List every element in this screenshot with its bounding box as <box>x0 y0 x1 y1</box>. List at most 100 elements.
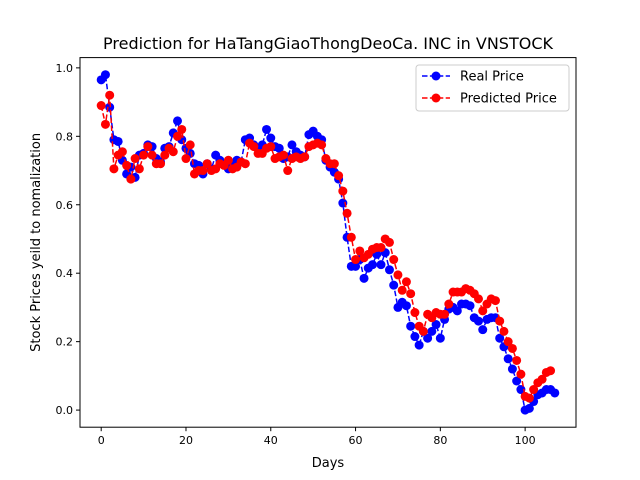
data-point <box>113 136 123 146</box>
data-point <box>100 70 110 80</box>
data-point <box>317 140 327 150</box>
x-axis-label: Days <box>312 456 345 471</box>
data-point <box>376 260 386 270</box>
x-tick-label: 80 <box>433 434 447 447</box>
data-point <box>401 301 411 311</box>
data-point <box>503 354 513 364</box>
data-point <box>177 124 187 134</box>
data-point <box>122 160 132 170</box>
data-point <box>117 147 127 157</box>
data-point <box>440 309 450 319</box>
data-point <box>130 154 140 164</box>
data-point <box>100 119 110 129</box>
data-point <box>423 333 433 343</box>
data-point <box>524 403 534 413</box>
data-point <box>546 366 556 376</box>
data-point <box>384 237 394 247</box>
data-point <box>134 164 144 174</box>
legend-item: Predicted Price <box>422 92 557 107</box>
legend-item: Real Price <box>422 70 524 85</box>
data-point <box>249 142 259 152</box>
data-point <box>105 90 115 100</box>
data-point <box>342 208 352 218</box>
data-point <box>198 166 208 176</box>
data-point <box>334 171 344 181</box>
data-point <box>351 255 361 265</box>
data-point <box>401 277 411 287</box>
data-point <box>126 174 136 184</box>
data-point <box>223 155 233 165</box>
data-point <box>173 131 182 141</box>
data-point <box>495 333 505 343</box>
data-point <box>414 340 424 350</box>
data-point <box>300 152 310 162</box>
data-point <box>240 159 250 169</box>
series-layer <box>96 70 560 415</box>
y-tick-label: 0.4 <box>56 267 74 280</box>
x-axis-ticks: 0 20 40 60 80 100 <box>98 427 536 447</box>
data-point <box>181 154 191 164</box>
data-point <box>287 140 297 150</box>
data-point <box>444 299 454 309</box>
legend-label: Real Price <box>460 70 524 85</box>
data-point <box>283 166 293 176</box>
data-point <box>376 243 386 253</box>
x-tick-label: 20 <box>179 434 193 447</box>
data-point <box>96 101 106 111</box>
y-tick-label: 0.2 <box>56 336 74 349</box>
data-point <box>503 337 513 347</box>
data-point <box>410 308 420 318</box>
y-tick-label: 0.6 <box>56 199 74 212</box>
data-point <box>537 374 547 384</box>
data-point <box>262 124 272 134</box>
legend-box <box>415 64 570 112</box>
data-point <box>160 150 170 160</box>
data-point <box>474 294 483 304</box>
data-point <box>410 332 420 342</box>
data-point <box>143 142 153 152</box>
x-tick-label: 60 <box>349 434 363 447</box>
legend: Real Price Predicted Price <box>415 64 570 112</box>
data-point <box>156 159 166 169</box>
data-point <box>529 385 539 395</box>
chart-title: Prediction for HaTangGiaoThongDeoCa. INC… <box>103 34 553 53</box>
data-point <box>355 246 365 256</box>
data-point <box>202 159 212 169</box>
data-point <box>359 273 369 283</box>
data-point <box>495 316 505 326</box>
data-point <box>478 325 488 335</box>
data-point <box>338 186 348 196</box>
data-point <box>397 285 407 295</box>
data-point <box>329 159 339 169</box>
data-point <box>266 142 276 152</box>
data-point <box>139 150 149 160</box>
data-point <box>524 393 534 403</box>
data-point <box>452 306 462 316</box>
data-point <box>368 260 378 270</box>
data-point <box>147 150 157 160</box>
data-point <box>406 289 416 299</box>
data-point <box>168 147 178 157</box>
data-point <box>499 326 509 336</box>
data-point <box>516 369 526 379</box>
data-point <box>389 255 399 265</box>
data-point <box>278 150 288 160</box>
y-tick-label: 1.0 <box>56 62 74 75</box>
data-point <box>478 306 488 316</box>
legend-label: Predicted Price <box>460 92 557 107</box>
x-tick-label: 0 <box>98 434 105 447</box>
data-point <box>550 388 560 398</box>
data-point <box>418 326 428 336</box>
data-point <box>384 265 394 275</box>
data-point <box>346 232 356 242</box>
data-point <box>173 116 182 126</box>
x-tick-label: 100 <box>515 434 536 447</box>
data-point <box>490 296 500 306</box>
series-2 <box>96 90 556 403</box>
data-point <box>389 280 399 290</box>
legend-marker <box>431 93 441 103</box>
y-tick-label: 0.0 <box>56 404 74 417</box>
y-axis-ticks: 0.0 0.2 0.4 0.6 0.8 1.0 <box>56 62 80 417</box>
legend-marker <box>431 71 441 81</box>
